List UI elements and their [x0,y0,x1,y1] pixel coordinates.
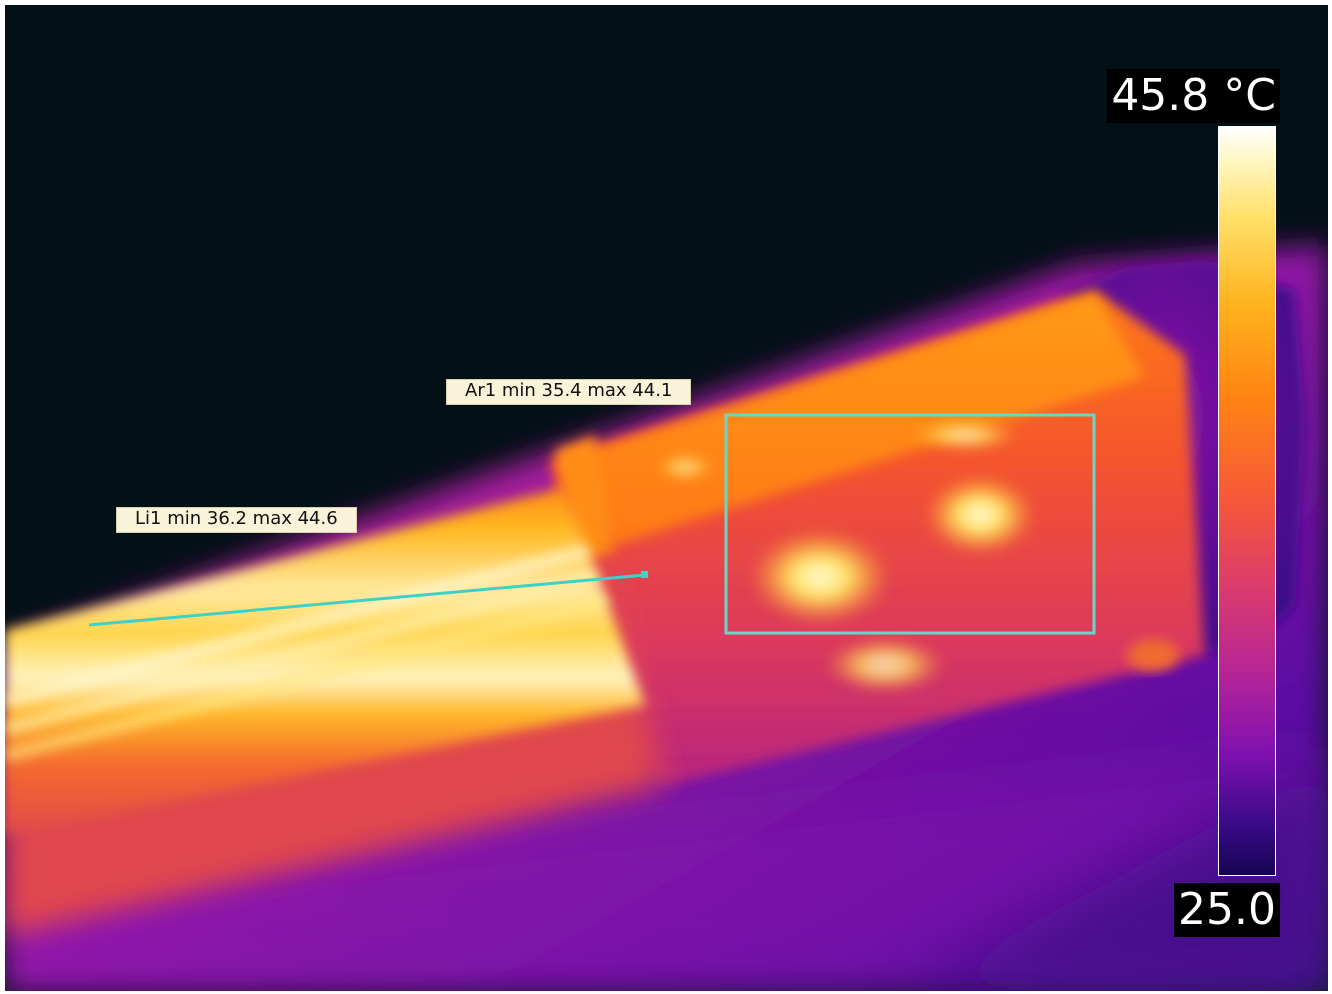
measurement-line-endpoint[interactable] [641,571,648,578]
scale-min-label: 25.0 [1174,883,1280,937]
measurement-area-ar1[interactable] [724,413,1096,635]
temperature-color-scale [1218,126,1276,876]
scale-max-label: 45.8 °C [1107,69,1280,123]
thermal-image: Ar1 min 35.4 max 44.1 Li1 min 36.2 max 4… [5,5,1328,991]
area-measurement-label: Ar1 min 35.4 max 44.1 [446,379,692,405]
line-measurement-label: Li1 min 36.2 max 44.6 [116,507,357,533]
thermal-scene [5,245,1328,991]
measurement-line-li1[interactable] [88,573,646,627]
